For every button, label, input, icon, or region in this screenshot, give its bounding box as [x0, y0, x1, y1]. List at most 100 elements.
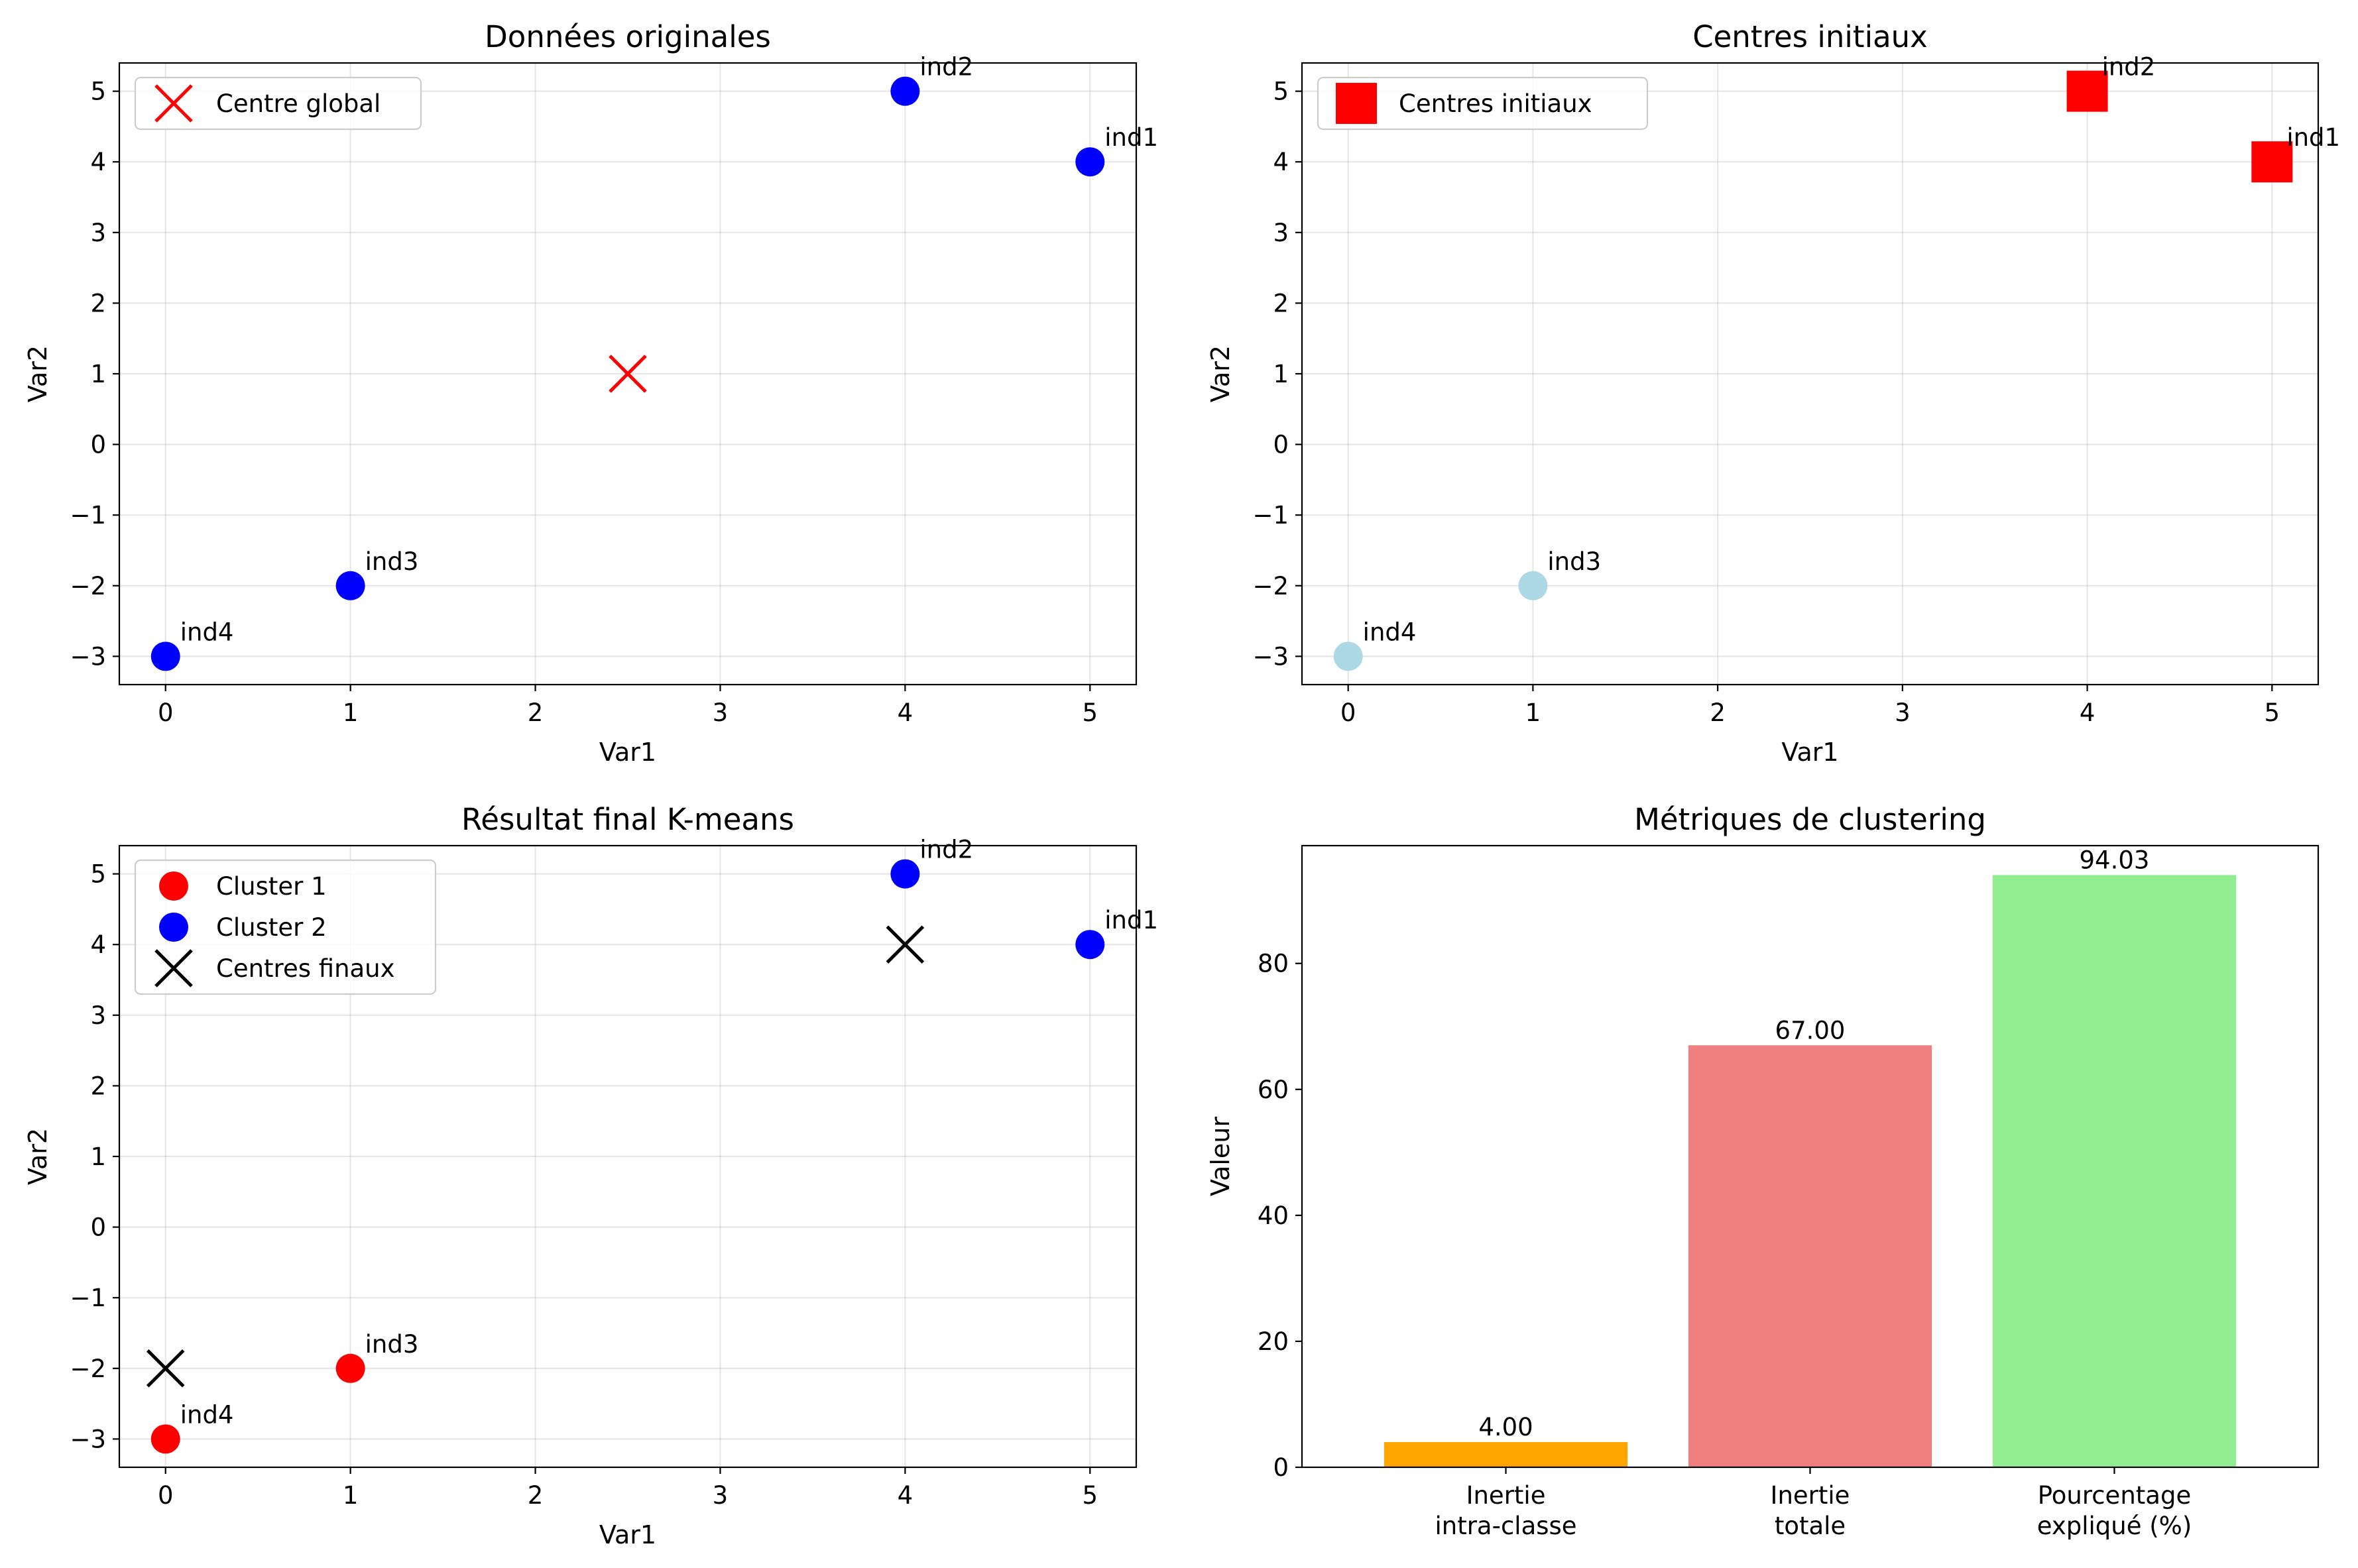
- x-tick-label-line: Pourcentage: [2038, 1481, 2191, 1510]
- point-annotation: ind2: [2102, 53, 2156, 82]
- x-tick-label-line: totale: [1775, 1512, 1846, 1540]
- point-annotation: ind4: [180, 618, 234, 646]
- y-axis-label: Var2: [1206, 345, 1235, 402]
- x-axis-label: Var1: [599, 738, 656, 767]
- legend-label: Centre global: [216, 89, 381, 118]
- y-tick-label: 0: [1273, 431, 1289, 459]
- y-axis-label: Var2: [23, 345, 52, 402]
- data-point: [1518, 571, 1548, 600]
- x-tick-label: Pourcentage expliqué (%): [2037, 1481, 2192, 1540]
- centre-global-point: [609, 355, 647, 393]
- point-annotation: ind2: [919, 53, 973, 82]
- legend: Centre global: [134, 76, 422, 131]
- y-tick-label: 0: [90, 1213, 106, 1242]
- y-tick-label: 3: [1273, 219, 1289, 247]
- point-annotation: ind3: [1547, 547, 1601, 576]
- point-annotation: ind4: [180, 1400, 234, 1429]
- x-tick-label: 0: [1340, 699, 1356, 727]
- x-tick-label: 0: [158, 1481, 174, 1510]
- x-tick-label: 2: [528, 699, 544, 727]
- x-tick-label: Inertie intra-classe: [1435, 1481, 1576, 1540]
- y-tick-label: 5: [90, 860, 106, 889]
- x-tick-label: 2: [1710, 699, 1726, 727]
- legend: Cluster 1 Cluster 2 Centres finaux: [134, 859, 437, 995]
- y-tick-label: 5: [90, 78, 106, 106]
- cluster-2-point: [890, 859, 920, 889]
- x-axis-label: Var1: [599, 1520, 656, 1549]
- y-tick-label: −1: [70, 1284, 106, 1312]
- x-tick-label: 3: [713, 699, 729, 727]
- y-tick-label: 80: [1258, 950, 1289, 978]
- y-tick-label: 3: [90, 219, 106, 247]
- y-tick-label: 4: [1273, 148, 1289, 176]
- x-tick-label: 1: [343, 699, 359, 727]
- legend-label: Centres initiaux: [1399, 89, 1592, 118]
- data-point: [1075, 147, 1105, 177]
- legend-box: [1317, 76, 1649, 131]
- x-tick-label-line: Inertie: [1466, 1481, 1546, 1510]
- point-annotation: ind3: [365, 1330, 419, 1359]
- y-tick-label: −2: [70, 572, 106, 600]
- x-tick-label: 0: [158, 699, 174, 727]
- y-tick-label: −3: [70, 1425, 106, 1453]
- x-tick-label: 5: [1082, 1481, 1098, 1510]
- legend: Centres initiaux: [1317, 76, 1649, 131]
- y-tick-label: 5: [1273, 78, 1289, 106]
- bar-value-label: 4.00: [1478, 1413, 1533, 1441]
- x-tick-label: 1: [1525, 699, 1541, 727]
- y-tick-label: 2: [90, 289, 106, 317]
- x-tick-label: 3: [1895, 699, 1911, 727]
- y-tick-label: 0: [90, 431, 106, 459]
- centres-finaux-point: [146, 1349, 185, 1388]
- x-tick-label-line: Inertie: [1771, 1481, 1850, 1510]
- cluster-1-point: [150, 1424, 180, 1454]
- legend-label: Cluster 1: [216, 872, 327, 901]
- y-tick-label: 40: [1258, 1202, 1289, 1230]
- bar-value-label: 67.00: [1775, 1016, 1846, 1044]
- centres-initiaux-point: [2251, 141, 2293, 183]
- legend-marker: [154, 949, 193, 987]
- axes-frame: [118, 62, 1138, 686]
- y-tick-label: −3: [70, 642, 106, 671]
- axes-frame: [118, 844, 1138, 1469]
- point-annotation: ind4: [1363, 618, 1417, 646]
- x-tick-label: 4: [898, 699, 914, 727]
- data-point: [890, 76, 920, 106]
- y-tick-label: 1: [1273, 360, 1289, 388]
- y-axis-label: Valeur: [1206, 1117, 1235, 1196]
- legend-label: Centres finaux: [216, 954, 395, 983]
- x-axis-label: Var1: [1781, 738, 1838, 767]
- y-tick-label: 60: [1258, 1076, 1289, 1104]
- x-tick-label: 4: [2080, 699, 2095, 727]
- bar: [1992, 875, 2237, 1467]
- chart-panel-4: Métriques de clustering 0 20 40 60 80 4.00 Iner…: [1206, 802, 2320, 1540]
- bar: [1384, 1441, 1628, 1467]
- axes-frame: [1301, 62, 2320, 686]
- y-tick-label: 1: [90, 360, 106, 388]
- x-tick-label: 1: [343, 1481, 359, 1510]
- grid: [1302, 63, 2318, 685]
- y-tick-label: −2: [70, 1355, 106, 1383]
- y-axis-label: Var2: [23, 1128, 52, 1185]
- legend-label: Cluster 2: [216, 913, 327, 942]
- y-tick-label: 2: [90, 1072, 106, 1100]
- x-tick-label: 3: [713, 1481, 729, 1510]
- y-tick-label: 2: [1273, 289, 1289, 317]
- axes-frame: [1301, 844, 2320, 1469]
- cluster-2-point: [1075, 930, 1105, 960]
- y-tick-label: −2: [1252, 572, 1289, 600]
- x-tick-label: 5: [1082, 699, 1098, 727]
- x-tick-label: 2: [528, 1481, 544, 1510]
- chart-title: Métriques de clustering: [1634, 802, 1986, 837]
- centres-initiaux-point: [2066, 70, 2108, 112]
- point-annotation: ind2: [919, 836, 973, 864]
- x-tick-label-line: intra-classe: [1435, 1512, 1576, 1540]
- x-tick-label: 5: [2265, 699, 2280, 727]
- y-tick-label: 1: [90, 1143, 106, 1171]
- y-tick-label: 4: [90, 148, 106, 176]
- chart-panel-1: Données originales −3 −2 −1 0 1 2 3 4 5 0 1 2 3 4 5 ind1…: [23, 19, 1158, 767]
- y-tick-label: 3: [90, 1001, 106, 1030]
- point-annotation: ind1: [1104, 906, 1158, 934]
- bar-value-label: 94.03: [2080, 846, 2150, 874]
